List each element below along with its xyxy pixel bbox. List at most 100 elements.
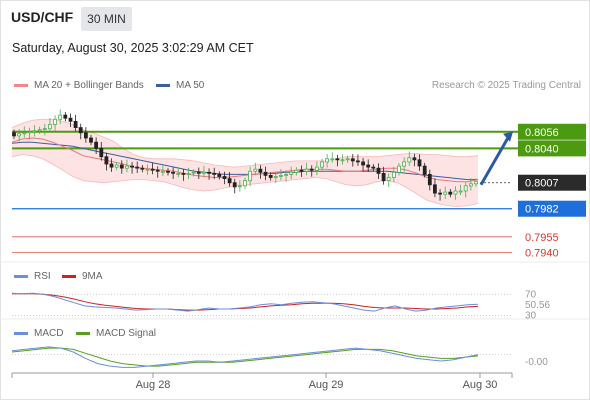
price-tag-text-3: 0.7982 (525, 204, 559, 216)
rsi-ma-swatch (62, 275, 76, 278)
candle-body (325, 158, 330, 163)
candle-body (140, 167, 145, 170)
candle-body (248, 170, 253, 182)
forecast-arrow-head (503, 131, 513, 142)
candle-body (191, 171, 196, 174)
price-tag-text-2: 0.8007 (525, 178, 559, 190)
price-tag-0 (518, 123, 586, 140)
candle-body (458, 190, 463, 193)
candle-body (48, 124, 52, 130)
legend-rsi-ma: 9MA (62, 271, 103, 282)
candle-body (340, 159, 345, 162)
price-tag-text-0: 0.8056 (525, 127, 559, 139)
candle-body (12, 132, 16, 137)
candle-body (222, 176, 227, 179)
candle-body (109, 163, 114, 168)
candles (12, 109, 478, 201)
candle-body (207, 171, 212, 174)
candle-body (53, 118, 57, 125)
candle-body (22, 132, 27, 135)
candle-body (443, 191, 448, 195)
candle-body (402, 161, 407, 167)
candle-body (63, 114, 68, 119)
candle-body (160, 170, 165, 173)
candle-body (27, 131, 32, 134)
candle-body (32, 130, 37, 133)
candle-body (263, 171, 268, 176)
candle-body (309, 168, 314, 171)
candle-body (181, 172, 186, 175)
timeframe-button[interactable]: 30 MIN (81, 7, 132, 31)
datetime-label: Saturday, August 30, 2025 3:02:29 AM CET (12, 41, 254, 55)
price-tag-3 (518, 200, 586, 217)
candle-body (463, 185, 468, 192)
candle-body (253, 168, 258, 172)
macd-current-value: -0.00 (525, 357, 548, 368)
macd-signal-line (11, 347, 479, 367)
candle-body (89, 137, 93, 143)
rsi-swatch (14, 275, 28, 278)
legend-rsi-label: RSI (34, 271, 51, 282)
candle-body (176, 172, 181, 175)
legend-ma50: MA 50 (156, 80, 204, 91)
candle-body (84, 132, 88, 139)
candle-body (17, 133, 22, 137)
candle-body (453, 190, 458, 195)
rsi-current-value: 50.56 (525, 300, 550, 311)
bollinger-fill (12, 119, 478, 207)
ma50-swatch (156, 84, 170, 87)
candle-body (186, 172, 191, 175)
candle-body (417, 159, 422, 167)
macd-swatch (14, 332, 28, 335)
candle-body (78, 127, 83, 134)
pair-title: USD/CHF (11, 9, 74, 25)
candle-body (294, 169, 299, 173)
candle-body (361, 161, 366, 166)
legend-macd-label: MACD (34, 328, 64, 339)
candle-body (212, 172, 217, 175)
candle-body (381, 172, 386, 182)
x-tick-label-0: Aug 28 (136, 379, 171, 391)
candle-body (217, 173, 222, 177)
forecast-arrow-shaft (479, 137, 510, 186)
candle-body (73, 121, 78, 129)
candle-body (227, 178, 232, 184)
candle-body (268, 174, 273, 178)
candle-body (474, 181, 478, 185)
legend-macd: MACD (14, 328, 63, 339)
candle-body (412, 157, 417, 161)
candle-body (448, 191, 453, 195)
legend-macd-signal: MACD Signal (76, 328, 156, 339)
candle-body (171, 171, 176, 174)
macd-signal-swatch (76, 332, 90, 335)
candle-body (114, 164, 119, 168)
candle-body (299, 169, 304, 172)
candle-body (345, 158, 350, 161)
candle-body (432, 184, 437, 194)
candle-body (166, 170, 170, 173)
price-tag-text-1: 0.8040 (525, 143, 559, 155)
candle-body (58, 114, 63, 120)
legend-ma20-label: MA 20 + Bollinger Bands (34, 80, 144, 91)
price-tag-text-4: 0.7955 (525, 232, 559, 244)
candle-body (232, 182, 237, 188)
rsi-level-label-1: 30 (525, 310, 537, 321)
candle-body (376, 167, 381, 174)
candle-body (355, 160, 360, 163)
candle-body (335, 158, 340, 161)
candle-body (386, 177, 391, 181)
candle-body (391, 171, 396, 178)
candle-body (289, 171, 294, 175)
candle-body (42, 128, 47, 131)
candle-body (427, 173, 432, 186)
candle-body (201, 171, 206, 174)
rsi-line (11, 292, 479, 312)
candle-body (330, 158, 335, 161)
candle-body (37, 129, 42, 132)
candle-body (104, 156, 109, 165)
candle-body (314, 166, 319, 171)
candle-body (94, 141, 98, 149)
candle-body (150, 168, 155, 171)
candle-body (145, 168, 150, 171)
